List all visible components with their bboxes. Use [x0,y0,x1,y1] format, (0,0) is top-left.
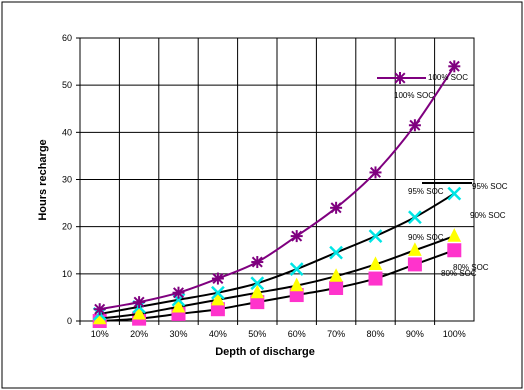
series-label: 90% SOC [470,211,506,220]
data-point-marker [447,186,462,201]
series-label: 95% SOC [408,187,444,196]
data-point-marker [92,310,107,325]
series-line [99,192,455,315]
y-tick-label: 50 [62,80,72,90]
x-tick-label: 30% [169,329,187,339]
y-tick-label: 20 [62,222,72,232]
marker-stroke [448,60,460,72]
series-label: 90% SOC [408,233,444,242]
marker-stroke [291,230,303,242]
marker-stroke [94,303,106,315]
data-point-marker [289,262,304,277]
x-axis-title: Depth of discharge [215,346,315,358]
data-point-marker [408,242,422,256]
x-tick-label: 100% [443,329,466,339]
marker-stroke [133,296,145,308]
marker-stroke [172,287,185,299]
legend-marker [394,72,406,84]
data-point-marker [289,277,304,292]
marker-stroke [369,166,382,178]
x-tick-label: 10% [91,329,109,339]
data-point-marker [368,229,383,243]
y-tick-label: 60 [62,33,72,43]
marker-stroke [211,285,225,300]
data-point-marker [290,230,303,243]
data-point-marker [251,256,264,269]
y-axis-title: Hours recharge [37,139,49,220]
data-point-marker [171,298,186,313]
data-point-marker [250,284,265,299]
series-line [99,65,456,311]
legend-sample-100-soc [377,72,426,84]
data-point-marker [368,271,383,286]
data-point-marker [329,245,343,260]
x-tick-label: 60% [288,329,306,339]
data-point-marker [289,288,304,303]
data-point-marker [369,166,382,179]
x-tick-label: 50% [248,329,266,339]
data-point-marker [408,210,422,225]
y-tick-label: 40 [62,127,72,137]
marker-stroke [394,72,406,84]
series-line [99,235,455,320]
marker-stroke [329,245,343,260]
data-point-marker [211,291,225,306]
series-label: 80% SOC [441,269,477,278]
marker-stroke [408,210,422,225]
data-point-marker [368,256,383,270]
marker-stroke [330,202,342,214]
data-point-marker [448,60,461,73]
x-tick-label: 20% [130,329,148,339]
y-tick-label: 0 [67,316,72,326]
data-point-marker [408,119,421,132]
marker-stroke [251,256,263,268]
data-point-marker [329,280,344,295]
data-point-marker [211,272,224,285]
marker-stroke [368,229,383,243]
y-tick-label: 30 [62,175,72,185]
series-label: 95% SOC [472,182,508,191]
marker-stroke [212,273,224,285]
marker-stroke [250,276,265,291]
series-layer [92,60,462,328]
data-point-marker [250,295,265,310]
axes: 0 10 20 30 40 50 60 10% 20% 30% 40% 50% 60% 70% 80% 90%… [62,33,475,339]
y-tick-label: 10 [62,269,72,279]
data-point-marker [330,201,343,214]
data-point-marker [211,285,225,300]
series-1 [92,186,462,321]
series-label: 80% SOC [453,263,489,272]
series-0 [93,60,461,316]
data-point-marker [132,305,146,320]
series-labels: 100% SOC 100% SOC 95% SOC 95% SOC 90% SOC 90%… [377,72,508,278]
x-tick-label: 70% [327,329,345,339]
marker-stroke [447,186,462,201]
data-point-marker [210,302,225,317]
x-tick-label: 40% [209,329,227,339]
marker-stroke [289,262,304,277]
data-point-marker [407,257,422,272]
data-point-marker [133,296,146,309]
series-label: 100% SOC [394,91,434,100]
x-tick-label: 80% [366,329,384,339]
data-point-marker [447,243,462,258]
data-point-marker [250,276,265,291]
marker-stroke [409,119,421,131]
data-point-marker [172,286,185,299]
data-point-marker [447,228,462,242]
data-point-marker [93,303,106,316]
series-2 [92,228,462,325]
data-point-marker [329,268,343,282]
series-line [99,249,455,322]
x-tick-label: 90% [406,329,424,339]
series-label: 100% SOC [428,73,468,82]
